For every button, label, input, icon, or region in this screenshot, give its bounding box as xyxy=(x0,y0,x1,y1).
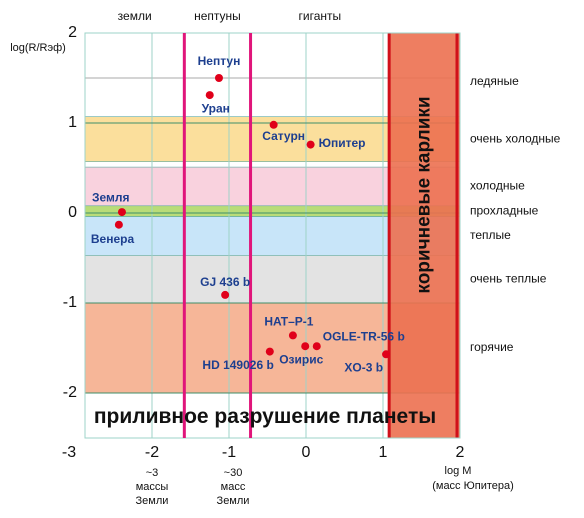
y-tick-label: -2 xyxy=(63,384,77,401)
y-axis-label: log(R/Rэф) xyxy=(10,42,66,54)
y-tick-label: 2 xyxy=(68,24,77,41)
planet-point xyxy=(221,290,230,299)
x-tick-label: 0 xyxy=(302,444,311,461)
point-label: XO-3 b xyxy=(344,360,383,374)
top-label: нептуны xyxy=(194,9,241,23)
point-label: HD 149026 b xyxy=(202,358,273,372)
point-label: HAT–P-1 xyxy=(264,315,313,329)
x-tick-label: -2 xyxy=(145,444,159,461)
brown-dwarf-label: коричневые карлики xyxy=(414,96,435,293)
band-label: холодные xyxy=(470,179,525,193)
point-label: Озирис xyxy=(279,352,323,366)
planet-point xyxy=(265,347,274,356)
planet-point xyxy=(382,350,391,359)
point-label: GJ 436 b xyxy=(200,275,250,289)
x-tick-label: -3 xyxy=(62,444,76,461)
x-tick-label: -1 xyxy=(222,444,236,461)
band-label: очень теплые xyxy=(470,271,547,285)
point-label: OGLE-TR-56 b xyxy=(323,329,405,343)
point-label: Юпитер xyxy=(319,136,366,150)
planet-point xyxy=(205,91,214,100)
x-note: масс xyxy=(221,481,246,493)
x-note: Земли xyxy=(136,495,169,507)
planet-point xyxy=(114,220,123,229)
x-tick-label: 1 xyxy=(379,444,388,461)
band-label: горячие xyxy=(470,340,514,354)
x-note: массы xyxy=(136,481,169,493)
planet-point xyxy=(301,342,310,351)
band-label: ледяные xyxy=(470,74,519,88)
x-tick-label: 2 xyxy=(456,444,465,461)
y-tick-label: 1 xyxy=(68,114,77,131)
x-note: Земли xyxy=(217,495,250,507)
x-note: ~30 xyxy=(224,467,243,479)
y-tick-label: -1 xyxy=(63,294,77,311)
planet-point xyxy=(269,120,278,129)
planet-point xyxy=(288,331,297,340)
x-axis-label: (масс Юпитера) xyxy=(432,480,514,492)
bottom-label: приливное разрушение планеты xyxy=(94,405,436,428)
top-label: земли xyxy=(118,9,152,23)
y-tick-label: 0 xyxy=(68,204,77,221)
x-axis-label: log M xyxy=(445,465,472,477)
top-label: гиганты xyxy=(299,9,342,23)
brown-dwarf-region xyxy=(389,33,460,438)
planet-point xyxy=(312,342,321,351)
planet-point xyxy=(117,208,126,217)
band-label: прохладные xyxy=(470,203,539,217)
planet-point xyxy=(214,74,223,82)
point-label: Сатурн xyxy=(262,129,305,143)
x-note: ~3 xyxy=(146,467,159,479)
band-label: очень холодные xyxy=(470,131,561,145)
point-label: Венера xyxy=(91,232,135,246)
band-label: теплые xyxy=(470,228,511,242)
planet-point xyxy=(306,140,315,149)
point-label: Земля xyxy=(92,190,130,204)
plot-frame xyxy=(84,32,461,439)
point-label: Уран xyxy=(202,101,230,115)
point-label: Нептун xyxy=(198,54,241,68)
